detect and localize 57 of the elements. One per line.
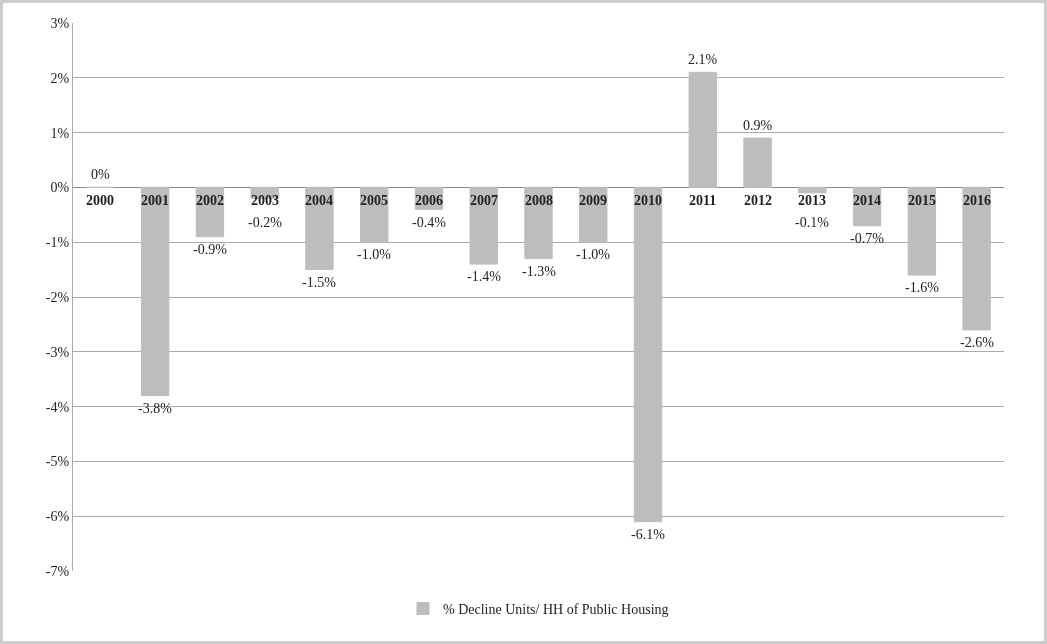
x-tick-label: 2006	[415, 193, 443, 208]
data-label: -1.5%	[302, 275, 337, 290]
data-label: -1.6%	[905, 280, 940, 295]
y-tick-label: -1%	[45, 235, 70, 251]
bar	[798, 186, 827, 194]
data-label: -0.1%	[795, 215, 830, 230]
data-label: -6.1%	[631, 527, 666, 542]
bar	[743, 137, 772, 188]
x-tick-label: 2000	[86, 193, 114, 208]
data-label: -1.0%	[576, 247, 611, 262]
x-tick-label: 2001	[141, 193, 169, 208]
x-tick-label: 2015	[908, 193, 936, 208]
data-label: -1.4%	[467, 269, 502, 284]
x-tick-label: 2004	[305, 193, 333, 208]
x-tick-label: 2014	[853, 193, 881, 208]
x-tick-label: 2010	[634, 193, 662, 208]
y-tick-label: 3%	[50, 15, 70, 31]
y-tick-label: 2%	[50, 70, 70, 86]
data-label: -0.7%	[850, 231, 885, 246]
x-tick-label: 2002	[196, 193, 224, 208]
y-tick-label: -5%	[45, 454, 70, 470]
data-label: 0%	[91, 167, 110, 182]
data-label: -0.9%	[193, 242, 228, 257]
x-tick-label: 2009	[579, 193, 607, 208]
bar	[140, 186, 170, 397]
bar	[962, 186, 991, 331]
y-tick-label: -7%	[45, 563, 70, 579]
data-label: -1.0%	[357, 247, 392, 262]
bar	[469, 186, 498, 265]
x-tick-label: 2013	[798, 193, 826, 208]
bar	[907, 186, 937, 276]
x-tick-label: 2005	[360, 193, 388, 208]
bar	[688, 71, 717, 188]
bar	[524, 186, 553, 260]
data-label: -1.3%	[522, 264, 557, 279]
x-tick-label: 2003	[251, 193, 279, 208]
y-tick-label: 0%	[50, 180, 70, 196]
bar	[633, 186, 663, 523]
x-tick-label: 2007	[470, 193, 498, 208]
data-label: -0.2%	[248, 215, 283, 230]
y-tick-label: -3%	[45, 344, 70, 360]
x-tick-label: 2008	[525, 193, 553, 208]
x-tick-label: 2011	[689, 193, 717, 208]
y-tick-label: -2%	[45, 289, 70, 305]
data-label: -3.8%	[138, 401, 173, 416]
y-tick-label: 1%	[50, 125, 70, 141]
data-label: -2.6%	[960, 335, 995, 350]
y-tick-label: -6%	[45, 509, 70, 525]
data-label: 2.1%	[688, 52, 718, 67]
legend-label: % Decline Units/ HH of Public Housing	[443, 601, 669, 617]
y-tick-label: -4%	[45, 399, 70, 415]
x-tick-label: 2012	[744, 193, 772, 208]
bar	[305, 186, 334, 271]
x-tick-label: 2016	[963, 193, 991, 208]
data-label: -0.4%	[412, 215, 447, 230]
bar	[360, 186, 389, 243]
data-label: 0.9%	[743, 118, 773, 133]
